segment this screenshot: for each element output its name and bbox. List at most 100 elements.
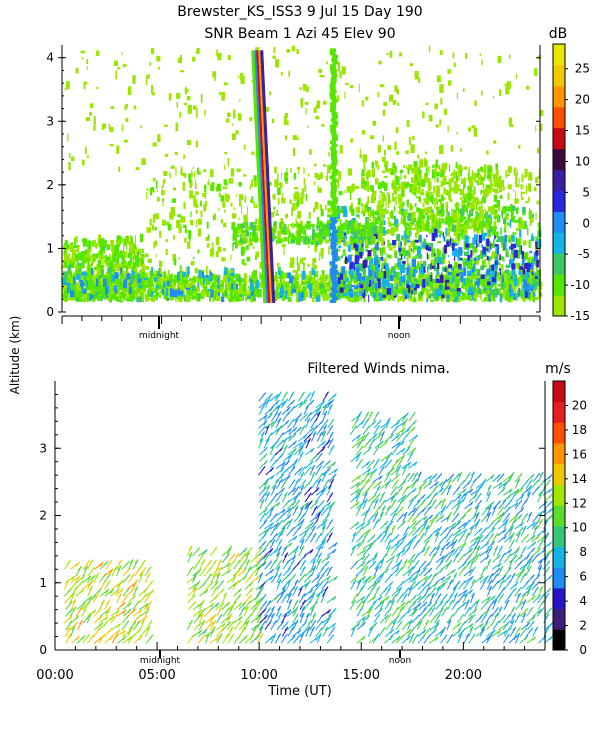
snr-cell — [385, 209, 389, 214]
snr-cell — [200, 94, 203, 103]
snr-cell — [458, 247, 463, 256]
snr-cell — [78, 286, 83, 292]
snr-cell — [423, 172, 428, 182]
snr-column-cell — [268, 263, 271, 268]
snr-cell — [458, 208, 462, 214]
snr-cell — [335, 269, 339, 275]
snr-cell — [165, 221, 170, 226]
snr-cell — [237, 240, 242, 246]
snr-cell — [174, 151, 178, 156]
snr-cell — [476, 290, 480, 293]
snr-cell — [410, 144, 415, 153]
snr-cell — [240, 296, 243, 301]
snr-cell — [435, 171, 440, 177]
snr-cell — [316, 219, 320, 227]
snr-cell — [486, 281, 491, 286]
snr-cell — [86, 280, 89, 288]
snr-cell — [480, 249, 484, 259]
snr-cell — [341, 227, 345, 230]
snr-cell — [346, 277, 349, 282]
snr-cell — [257, 237, 260, 242]
snr-cell — [286, 288, 290, 292]
snr-cell — [100, 238, 105, 244]
snr-cell — [89, 294, 92, 301]
snr-cell — [294, 137, 300, 140]
snr-cell — [529, 210, 533, 216]
snr-cell — [168, 280, 172, 290]
snr-cell — [243, 144, 246, 150]
snr-cell — [298, 237, 300, 245]
snr-cell — [401, 235, 404, 241]
snr-cell — [85, 117, 91, 122]
snr-cell — [399, 169, 404, 174]
snr-cell — [77, 291, 82, 298]
snr-column-cell — [261, 210, 264, 214]
snr-cell — [289, 261, 291, 268]
snr-cell — [82, 239, 87, 243]
snr-cell — [399, 264, 405, 273]
snr-cell — [249, 117, 253, 122]
snr-cell — [478, 234, 482, 244]
snr-column-cell — [267, 210, 271, 214]
snr-cell — [372, 292, 377, 299]
snr-cell — [405, 183, 407, 189]
snr-cell — [133, 272, 136, 275]
snr-column-cell — [266, 256, 269, 260]
snr-cell — [463, 180, 466, 189]
snr-cell — [177, 291, 182, 296]
snr-column-cell — [264, 220, 267, 225]
snr-cell — [115, 70, 118, 80]
snr-cell — [106, 256, 111, 262]
snr-cell — [76, 274, 81, 280]
snr-cell — [431, 171, 436, 179]
snr-cell — [521, 283, 523, 292]
snr-cell — [311, 276, 316, 286]
snr-cell — [298, 167, 300, 175]
snr-cell — [474, 172, 480, 176]
snr-cell — [300, 97, 304, 107]
snr-cell — [280, 71, 283, 76]
snr-cell — [82, 257, 85, 265]
snr-cell — [276, 276, 280, 279]
snr-cell — [128, 247, 131, 254]
snr-cell — [440, 195, 444, 202]
snr-cell — [181, 172, 186, 177]
snr-cell — [387, 283, 391, 290]
snr-cell — [470, 250, 473, 258]
snr-cell — [387, 266, 390, 276]
snr-cell — [467, 193, 472, 202]
snr-cell — [123, 245, 125, 253]
snr-cell — [489, 290, 494, 294]
snr-cell — [456, 224, 461, 233]
snr-column-cell — [262, 281, 266, 286]
snr-cell — [381, 218, 384, 226]
snr-cell — [451, 176, 455, 183]
snr-cell — [323, 164, 327, 167]
snr-column-cell — [263, 251, 266, 255]
snr-cell — [88, 283, 90, 289]
snr-cell — [163, 277, 168, 282]
snr-column-cell — [260, 240, 264, 245]
snr-cell — [344, 91, 346, 99]
snr-cell — [317, 185, 320, 192]
snr-cell — [338, 191, 343, 196]
snr-cell — [250, 278, 253, 285]
snr-cell — [495, 163, 499, 169]
snr-cell — [508, 117, 513, 126]
snr-cell — [392, 183, 395, 189]
snr-cell — [319, 252, 321, 261]
snr-cell — [418, 217, 422, 224]
snr-cell — [284, 236, 288, 242]
snr-column-cell — [265, 248, 268, 253]
snr-cell — [354, 219, 358, 228]
snr-cell — [109, 283, 112, 291]
snr-cell — [226, 281, 232, 291]
snr-cell — [469, 218, 472, 223]
snr-cell — [296, 199, 300, 205]
snr-cell — [81, 286, 84, 293]
snr-cell — [159, 230, 162, 238]
snr-cell — [360, 296, 363, 302]
snr-cell — [133, 261, 137, 264]
snr-cell — [220, 283, 224, 290]
snr-cell — [101, 279, 104, 284]
